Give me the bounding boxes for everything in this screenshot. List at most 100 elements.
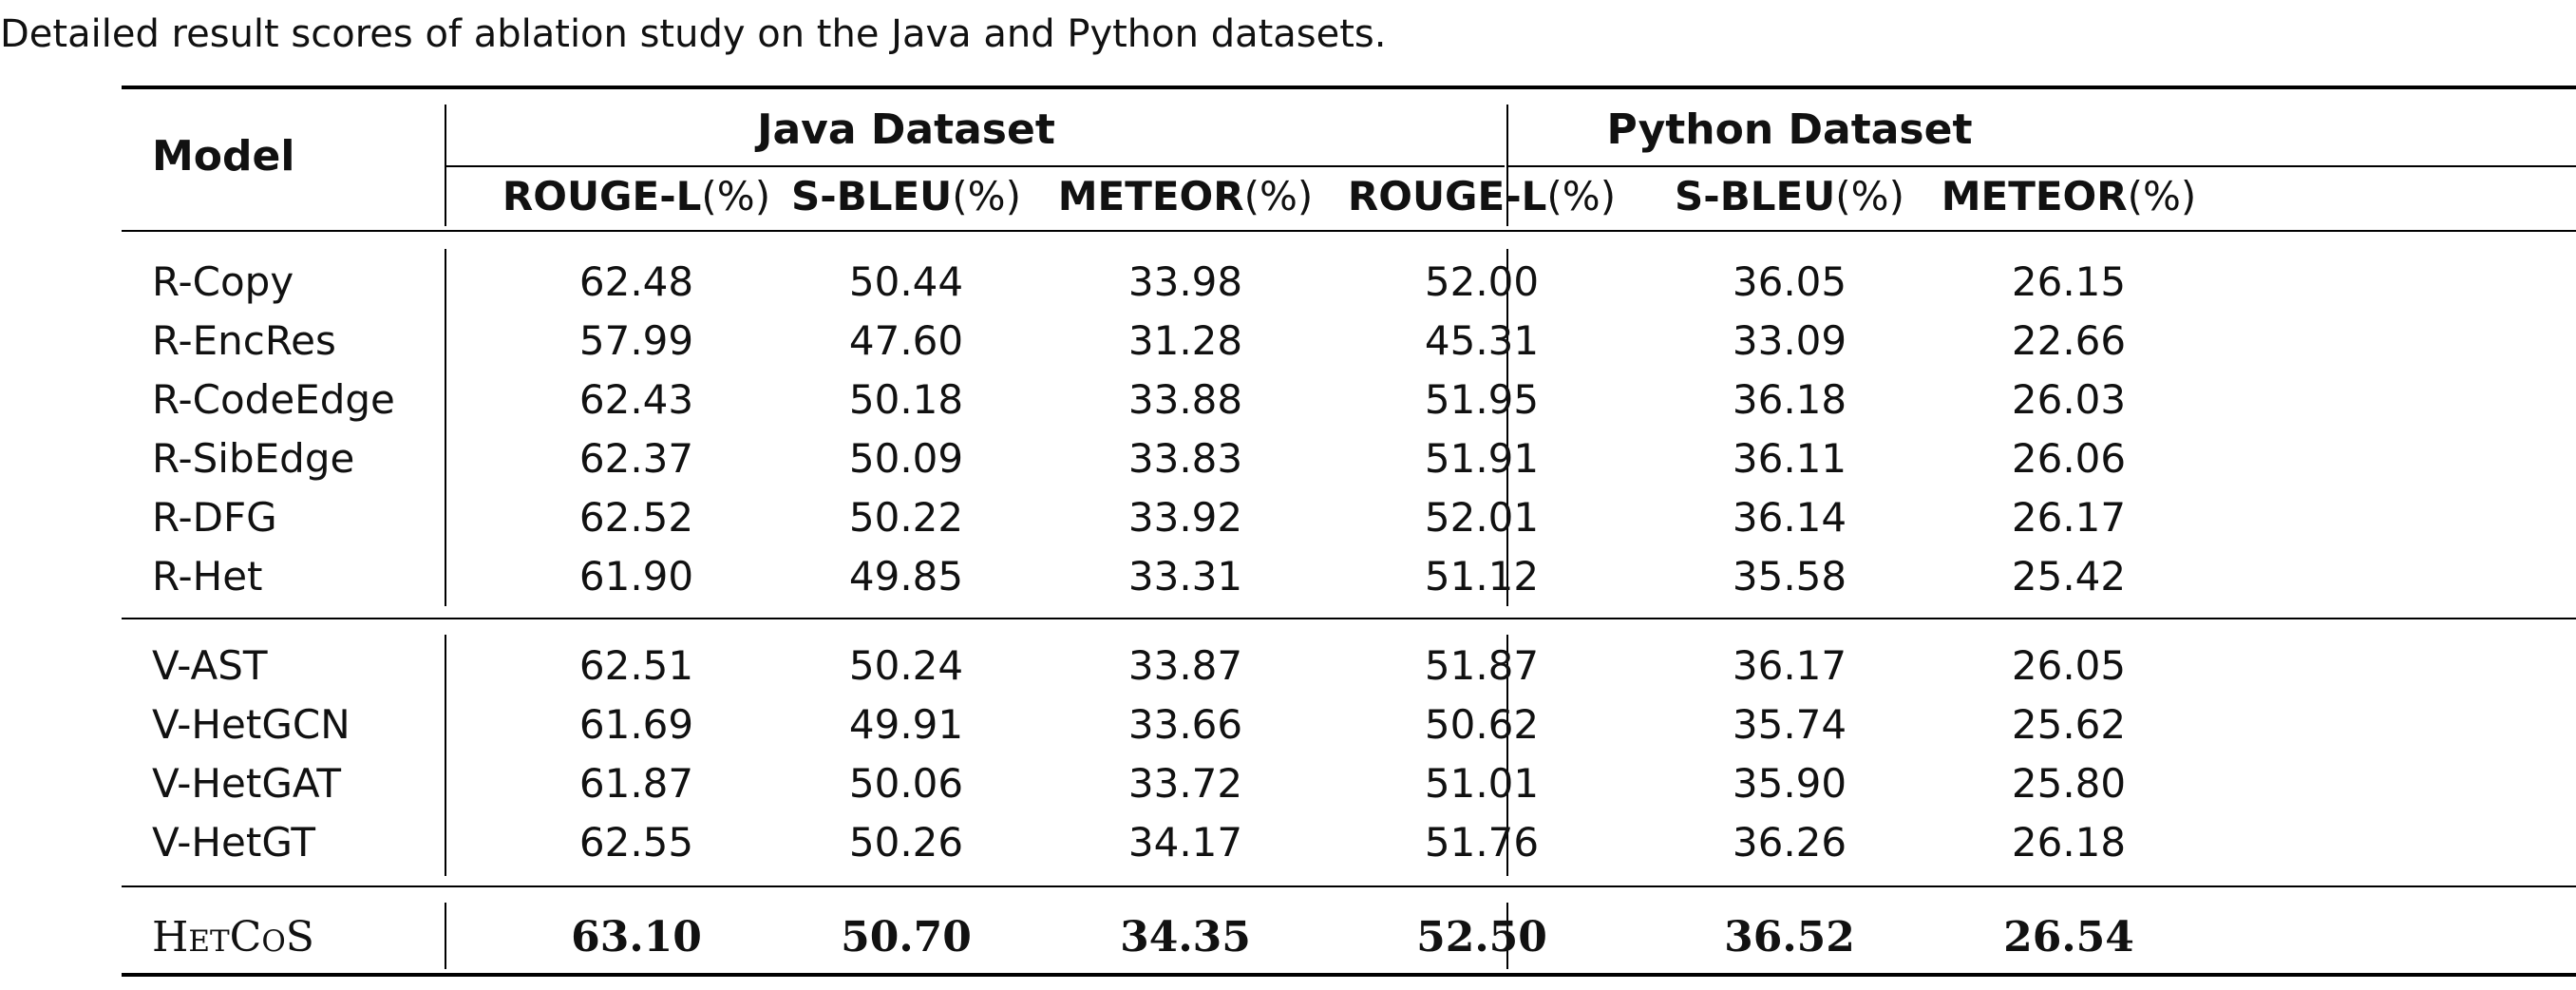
column-header-unit: (%) xyxy=(2127,173,2197,219)
table-cell: 25.62 xyxy=(2011,701,2127,748)
group-underline-2 xyxy=(1508,165,2576,167)
group-header: Python Dataset xyxy=(1606,105,1973,154)
table-cell: 52.00 xyxy=(1424,258,1540,305)
table-cell: 50.06 xyxy=(848,760,964,807)
table-cell: 33.83 xyxy=(1127,435,1243,482)
ablation-table: Model Java Dataset Python Dataset ROUGE-L(%… xyxy=(122,86,2576,979)
header-rule xyxy=(122,230,2576,232)
table-cell: 52.50 xyxy=(1416,913,1547,961)
table-cell: 50.18 xyxy=(848,376,964,423)
table-cell: 50.26 xyxy=(848,819,964,866)
table-cell: 25.42 xyxy=(2011,553,2127,600)
column-divider xyxy=(1506,903,1508,969)
group-header: Java Dataset xyxy=(757,105,1055,154)
table-cell: 61.69 xyxy=(578,701,694,748)
table-cell: 51.01 xyxy=(1424,760,1540,807)
column-header: ROUGE-L(%) xyxy=(1348,167,1616,226)
table-row-model: V-HetGAT xyxy=(152,760,341,807)
column-header: METEOR(%) xyxy=(1941,167,2197,226)
table-cell: 62.51 xyxy=(578,642,694,689)
table-row-model: HetCoS xyxy=(152,913,314,961)
column-header-name: S-BLEU xyxy=(1675,173,1836,219)
column-divider xyxy=(445,105,446,226)
table-cell: 50.62 xyxy=(1424,701,1540,748)
column-header-name: METEOR xyxy=(1941,173,2128,219)
column-divider xyxy=(445,635,446,876)
table-cell: 36.17 xyxy=(1732,642,1847,689)
column-header-unit: (%) xyxy=(1835,173,1904,219)
column-header: METEOR(%) xyxy=(1058,167,1314,226)
table-cell: 33.31 xyxy=(1127,553,1243,600)
table-cell: 57.99 xyxy=(578,317,694,364)
table-row-model: R-Copy xyxy=(152,258,294,305)
table-cell: 62.43 xyxy=(578,376,694,423)
table-cell: 34.17 xyxy=(1127,819,1243,866)
table-cell: 26.03 xyxy=(2011,376,2127,423)
column-header-name: ROUGE-L xyxy=(502,173,702,219)
column-header-name: ROUGE-L xyxy=(1347,173,1547,219)
table-cell: 36.14 xyxy=(1732,494,1847,541)
table-cell: 26.06 xyxy=(2011,435,2127,482)
table-cell: 62.48 xyxy=(578,258,694,305)
table-cell: 36.05 xyxy=(1732,258,1847,305)
table-cell: 61.90 xyxy=(578,553,694,600)
table-cell: 33.09 xyxy=(1732,317,1847,364)
table-cell: 51.87 xyxy=(1424,642,1540,689)
table-cell: 33.72 xyxy=(1127,760,1243,807)
table-cell: 22.66 xyxy=(2011,317,2127,364)
table-cell: 45.31 xyxy=(1424,317,1540,364)
table-row-model: R-EncRes xyxy=(152,317,336,364)
top-rule xyxy=(122,86,2576,89)
table-row-model: R-DFG xyxy=(152,494,277,541)
column-header-name: S-BLEU xyxy=(791,173,953,219)
table-cell: 31.28 xyxy=(1127,317,1243,364)
table-cell: 61.87 xyxy=(578,760,694,807)
table-cell: 51.12 xyxy=(1424,553,1540,600)
table-cell: 26.17 xyxy=(2011,494,2127,541)
table-row-model: R-CodeEdge xyxy=(152,376,395,423)
table-cell: 36.11 xyxy=(1732,435,1847,482)
table-cell: 36.18 xyxy=(1732,376,1847,423)
column-divider xyxy=(1506,105,1508,226)
table-row-model: V-HetGCN xyxy=(152,701,350,748)
final-rule xyxy=(122,885,2576,887)
table-cell: 35.90 xyxy=(1732,760,1847,807)
table-cell: 51.95 xyxy=(1424,376,1540,423)
bottom-rule xyxy=(122,973,2576,977)
table-caption: Detailed result scores of ablation study… xyxy=(0,12,1387,56)
column-header: ROUGE-L(%) xyxy=(502,167,770,226)
table-cell: 33.87 xyxy=(1127,642,1243,689)
table-row-model: R-SibEdge xyxy=(152,435,355,482)
table-cell: 26.05 xyxy=(2011,642,2127,689)
column-header-unit: (%) xyxy=(1243,173,1314,219)
table-cell: 49.91 xyxy=(848,701,964,748)
column-divider xyxy=(445,903,446,969)
group-rule xyxy=(122,618,2576,619)
table-cell: 26.54 xyxy=(2003,913,2134,961)
table-cell: 62.37 xyxy=(578,435,694,482)
table-cell: 36.52 xyxy=(1724,913,1855,961)
table-cell: 50.09 xyxy=(848,435,964,482)
table-cell: 33.88 xyxy=(1127,376,1243,423)
model-header: Model xyxy=(152,132,295,181)
table-cell: 26.15 xyxy=(2011,258,2127,305)
table-cell: 47.60 xyxy=(848,317,964,364)
column-divider xyxy=(1506,249,1508,606)
table-cell: 49.85 xyxy=(848,553,964,600)
table-cell: 52.01 xyxy=(1424,494,1540,541)
table-cell: 25.80 xyxy=(2011,760,2127,807)
table-cell: 34.35 xyxy=(1120,913,1251,961)
table-row-model: V-AST xyxy=(152,642,268,689)
column-divider xyxy=(1506,635,1508,876)
column-header-unit: (%) xyxy=(952,173,1021,219)
table-cell: 35.58 xyxy=(1732,553,1847,600)
table-cell: 62.55 xyxy=(578,819,694,866)
column-header: S-BLEU(%) xyxy=(791,167,1021,226)
column-header-unit: (%) xyxy=(1546,173,1617,219)
table-cell: 50.70 xyxy=(841,913,972,961)
table-cell: 33.98 xyxy=(1127,258,1243,305)
table-row-model: V-HetGT xyxy=(152,819,316,866)
column-header-name: METEOR xyxy=(1057,173,1244,219)
column-divider xyxy=(445,249,446,606)
table-cell: 33.66 xyxy=(1127,701,1243,748)
